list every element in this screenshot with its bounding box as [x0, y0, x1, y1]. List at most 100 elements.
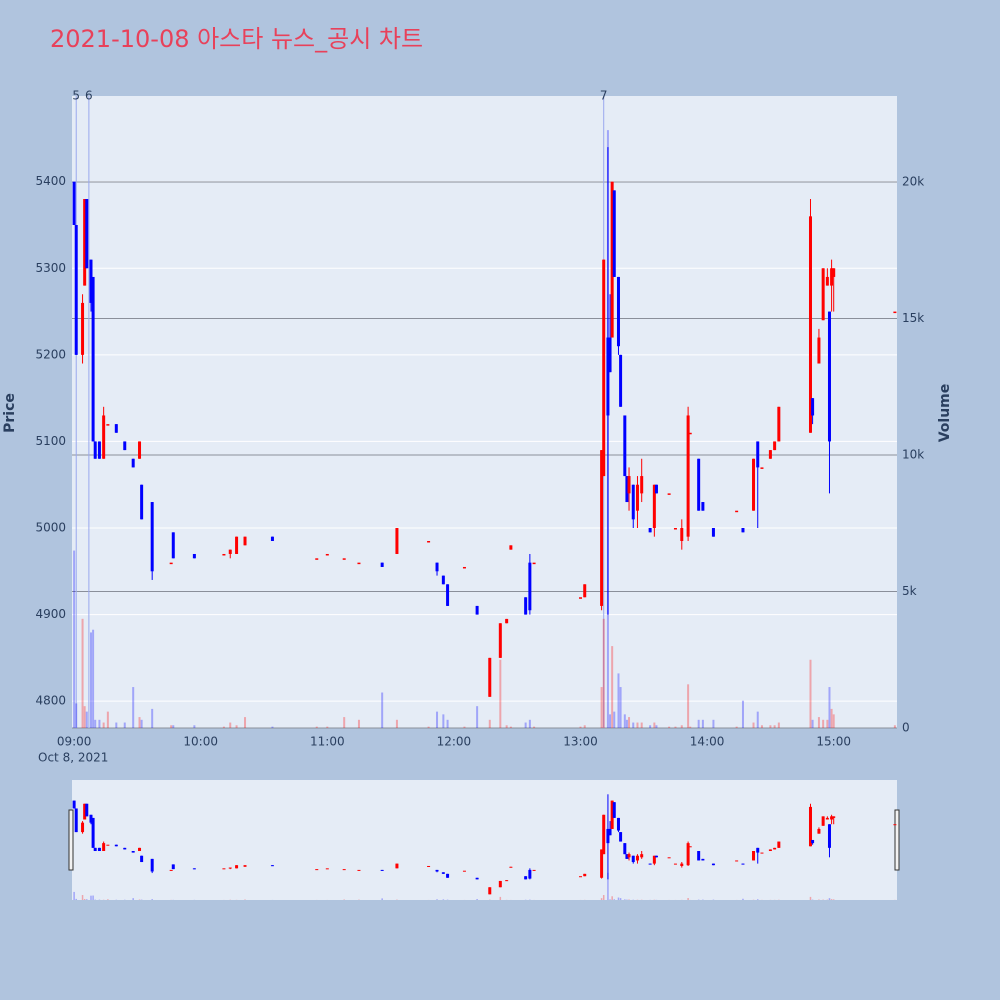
volume-bar — [668, 726, 671, 728]
slider-volume-bar — [83, 899, 86, 900]
slider-candle-body — [85, 803, 89, 817]
volume-bar — [600, 687, 603, 728]
volume-bar — [94, 719, 97, 728]
volume-bar — [617, 673, 620, 728]
slider-volume-bar — [809, 896, 812, 900]
slider-candle-body — [102, 843, 106, 852]
volume-bar — [476, 706, 479, 728]
volume-bar — [488, 719, 491, 728]
volume-bar — [830, 708, 833, 728]
slider-candle-body — [222, 868, 226, 870]
volume-bar — [151, 708, 154, 728]
range-slider[interactable] — [72, 780, 897, 900]
y-tick-label: 5300 — [35, 261, 66, 275]
candle-body — [583, 584, 587, 598]
candle-body — [106, 424, 110, 426]
slider-candle-body — [93, 847, 97, 852]
slider-volume-bar — [832, 899, 835, 900]
slider-candle-body — [701, 858, 705, 861]
candle-body — [532, 562, 536, 565]
slider-volume-bar — [624, 899, 626, 900]
candle-body — [606, 337, 610, 416]
candle-body — [446, 584, 450, 606]
volume-bar — [85, 711, 88, 728]
candle-body — [441, 575, 445, 585]
slider-volume-bar — [617, 897, 620, 900]
slider-candle-body — [427, 865, 431, 867]
slider-candle-body — [81, 822, 85, 833]
slider-volume-bar — [436, 899, 438, 900]
slider-volume-bar — [75, 898, 77, 900]
candle-body — [102, 415, 106, 459]
slider-handle[interactable] — [68, 809, 74, 871]
slider-candle-body — [357, 869, 361, 871]
candle-body — [827, 311, 831, 442]
slider-candle-body — [832, 816, 836, 818]
x-tick-label: 11:00 — [310, 735, 345, 749]
candle-body — [123, 441, 127, 451]
volume-bar — [132, 687, 135, 728]
slider-candle-body — [711, 863, 715, 866]
slider-candle-body — [817, 828, 821, 834]
volume-bar — [687, 684, 690, 728]
volume-bar — [623, 714, 626, 728]
volume-bar — [395, 719, 398, 728]
slider-volume-bar — [611, 896, 613, 900]
slider-candle-body — [821, 816, 825, 826]
annotation-label: 7 — [600, 89, 608, 103]
candle-body — [81, 302, 85, 355]
volume-bar — [222, 726, 225, 728]
volume-bar — [98, 719, 101, 728]
slider-volume-bar — [609, 899, 611, 900]
slider-candle-body — [635, 855, 639, 861]
slider-candle-body — [631, 855, 635, 863]
candle-body — [640, 476, 644, 494]
volume-bar — [533, 726, 536, 728]
volume-bar — [826, 719, 829, 728]
volume-bar — [463, 726, 466, 728]
candle-body — [509, 545, 513, 550]
slider-candle-body — [74, 808, 78, 833]
volume-bar — [769, 725, 772, 728]
slider-candle-body — [893, 824, 897, 826]
volume-bar — [680, 725, 683, 728]
slider-volume-bar — [73, 891, 75, 900]
slider-candle-body — [619, 832, 623, 842]
volume-bar — [760, 725, 763, 728]
slider-candle-body — [777, 841, 781, 848]
slider-candle-body — [610, 800, 614, 829]
candle-body — [760, 467, 764, 469]
slider-volume-bar — [600, 898, 603, 900]
candle-body — [528, 562, 532, 611]
volume-bar — [102, 722, 105, 728]
slider-candle-body — [673, 863, 677, 865]
slider-handle[interactable] — [894, 809, 900, 871]
y2-tick-label: 15k — [902, 311, 924, 325]
candle-body — [616, 276, 620, 347]
candle-body — [697, 458, 701, 511]
candle-body — [808, 216, 812, 433]
slider-candle-body — [138, 847, 142, 852]
volume-bar — [140, 719, 143, 728]
slider-volume-bar — [687, 898, 689, 900]
candle-body — [93, 441, 97, 459]
candle-body — [777, 406, 781, 442]
slider-volume-bar — [107, 899, 109, 900]
slider-candle-body — [171, 864, 175, 870]
candle-body — [610, 181, 614, 338]
volume-bar — [315, 726, 318, 728]
slider-volume-bar — [830, 899, 833, 900]
slider-volume-bar — [86, 899, 88, 900]
candle-body — [475, 605, 479, 615]
volume-bar — [741, 700, 744, 728]
volume-bar — [528, 719, 531, 728]
slider-volume-bar — [613, 899, 616, 900]
slider-candle-body — [488, 887, 492, 895]
volume-bar — [811, 719, 814, 728]
volume-bar — [609, 714, 612, 728]
y-axis-title: Price — [2, 393, 18, 433]
candle-body — [579, 597, 583, 599]
y2-tick-label: 5k — [902, 584, 917, 598]
slider-candle-body — [768, 849, 772, 852]
candle-body — [667, 493, 671, 495]
